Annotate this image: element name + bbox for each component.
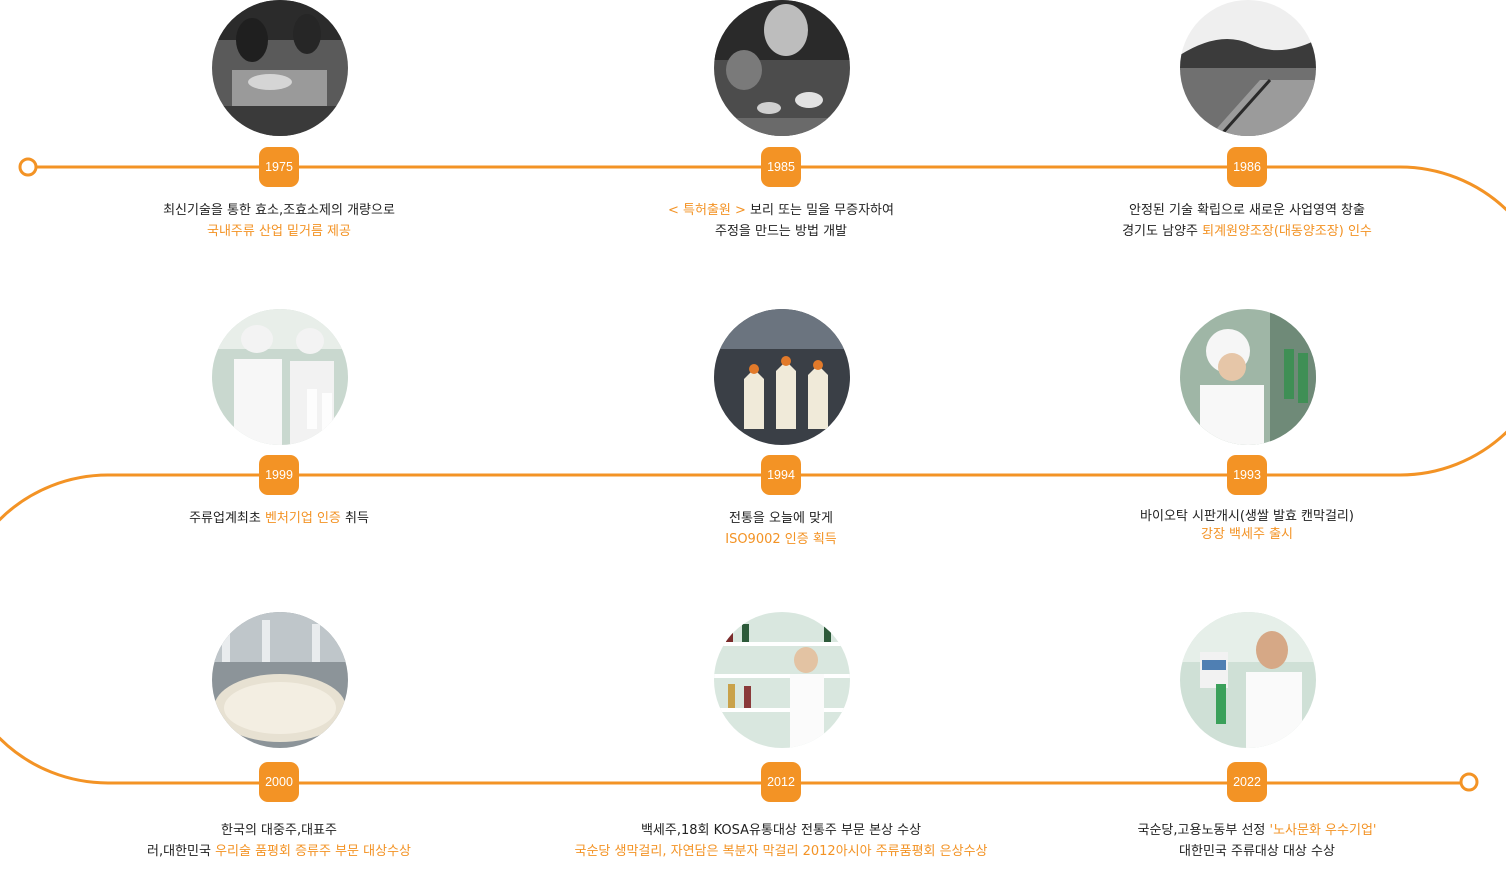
timeline-end-dot <box>1459 772 1479 792</box>
caption-line-2: 경기도 남양주 퇴계원양조장(대동양조장) 인수 <box>1122 224 1372 239</box>
caption-line-2: 대한민국 주류대상 대상 수상 <box>1179 844 1335 859</box>
year-badge-1999: 1999 <box>259 455 299 495</box>
milestone-photo-2022 <box>1180 612 1316 748</box>
milestone-caption-1986: 안정된 기술 확립으로 새로운 사업영역 창출 경기도 남양주 퇴계원양조장(대… <box>987 200 1506 242</box>
caption-line-2: 국내주류 산업 밑거름 제공 <box>207 224 351 239</box>
caption-line-1: 안정된 기술 확립으로 새로운 사업영역 창출 <box>1129 203 1365 218</box>
milestone-photo-1985 <box>714 0 850 136</box>
milestone-photo-1975 <box>212 0 348 136</box>
caption-line-1: < 특허출원 > 보리 또는 밀을 무증자하여 <box>668 203 894 218</box>
caption-line-1: 백세주,18회 KOSA유통대상 전통주 부문 본상 수상 <box>640 823 922 838</box>
caption-line-1: 바이오탁 시판개시(생쌀 발효 캔막걸리) <box>1140 509 1354 524</box>
milestone-caption-1999: 주류업계최초 벤처기업 인증 취득 <box>19 508 539 529</box>
timeline-start-dot <box>18 157 38 177</box>
caption-line-1: 한국의 대중주,대표주 <box>221 823 337 838</box>
caption-line-2: 국순당 생막걸리, 자연담은 복분자 막걸리 2012아시아 주류품평회 은상수… <box>574 844 988 859</box>
caption-line-2: 러,대한민국 우리술 품평회 증류주 부문 대상수상 <box>146 844 411 859</box>
timeline-line <box>0 165 1506 785</box>
caption-line-1: 주류업계최초 벤처기업 인증 취득 <box>189 511 369 526</box>
milestone-caption-1993: 바이오탁 시판개시(생쌀 발효 캔막걸리) 강장 백세주 출시 <box>987 508 1506 544</box>
milestone-photo-2012 <box>714 612 850 748</box>
milestone-caption-2000: 한국의 대중주,대표주 러,대한민국 우리술 품평회 증류주 부문 대상수상 <box>19 820 539 862</box>
milestone-photo-1994 <box>714 309 850 445</box>
year-badge-1986: 1986 <box>1227 147 1267 187</box>
milestone-photo-1993 <box>1180 309 1316 445</box>
caption-line-1: 국순당,고용노동부 선정 '노사문화 우수기업' <box>1137 823 1377 838</box>
milestone-photo-2000 <box>212 612 348 748</box>
caption-line-2: ISO9002 인증 획득 <box>725 532 837 547</box>
milestone-caption-2012: 백세주,18회 KOSA유통대상 전통주 부문 본상 수상 국순당 생막걸리, … <box>481 820 1081 862</box>
milestone-caption-1975: 최신기술을 통한 효소,조효소제의 개량으로 국내주류 산업 밑거름 제공 <box>19 200 539 242</box>
year-badge-2012: 2012 <box>761 762 801 802</box>
milestone-photo-1999 <box>212 309 348 445</box>
year-badge-2022: 2022 <box>1227 762 1267 802</box>
year-badge-1985: 1985 <box>761 147 801 187</box>
caption-line-2: 강장 백세주 출시 <box>1201 527 1293 542</box>
caption-line-1: 전통을 오늘에 맞게 <box>729 511 833 526</box>
year-badge-2000: 2000 <box>259 762 299 802</box>
milestone-caption-1994: 전통을 오늘에 맞게 ISO9002 인증 획득 <box>521 508 1041 550</box>
year-badge-1994: 1994 <box>761 455 801 495</box>
year-badge-1975: 1975 <box>259 147 299 187</box>
caption-line-2: 주정을 만드는 방법 개발 <box>715 224 847 239</box>
milestone-caption-1985: < 특허출원 > 보리 또는 밀을 무증자하여 주정을 만드는 방법 개발 <box>521 200 1041 242</box>
milestone-caption-2022: 국순당,고용노동부 선정 '노사문화 우수기업' 대한민국 주류대상 대상 수상 <box>1017 820 1497 862</box>
milestone-photo-1986 <box>1180 0 1316 136</box>
year-badge-1993: 1993 <box>1227 455 1267 495</box>
caption-line-1: 최신기술을 통한 효소,조효소제의 개량으로 <box>163 203 395 218</box>
